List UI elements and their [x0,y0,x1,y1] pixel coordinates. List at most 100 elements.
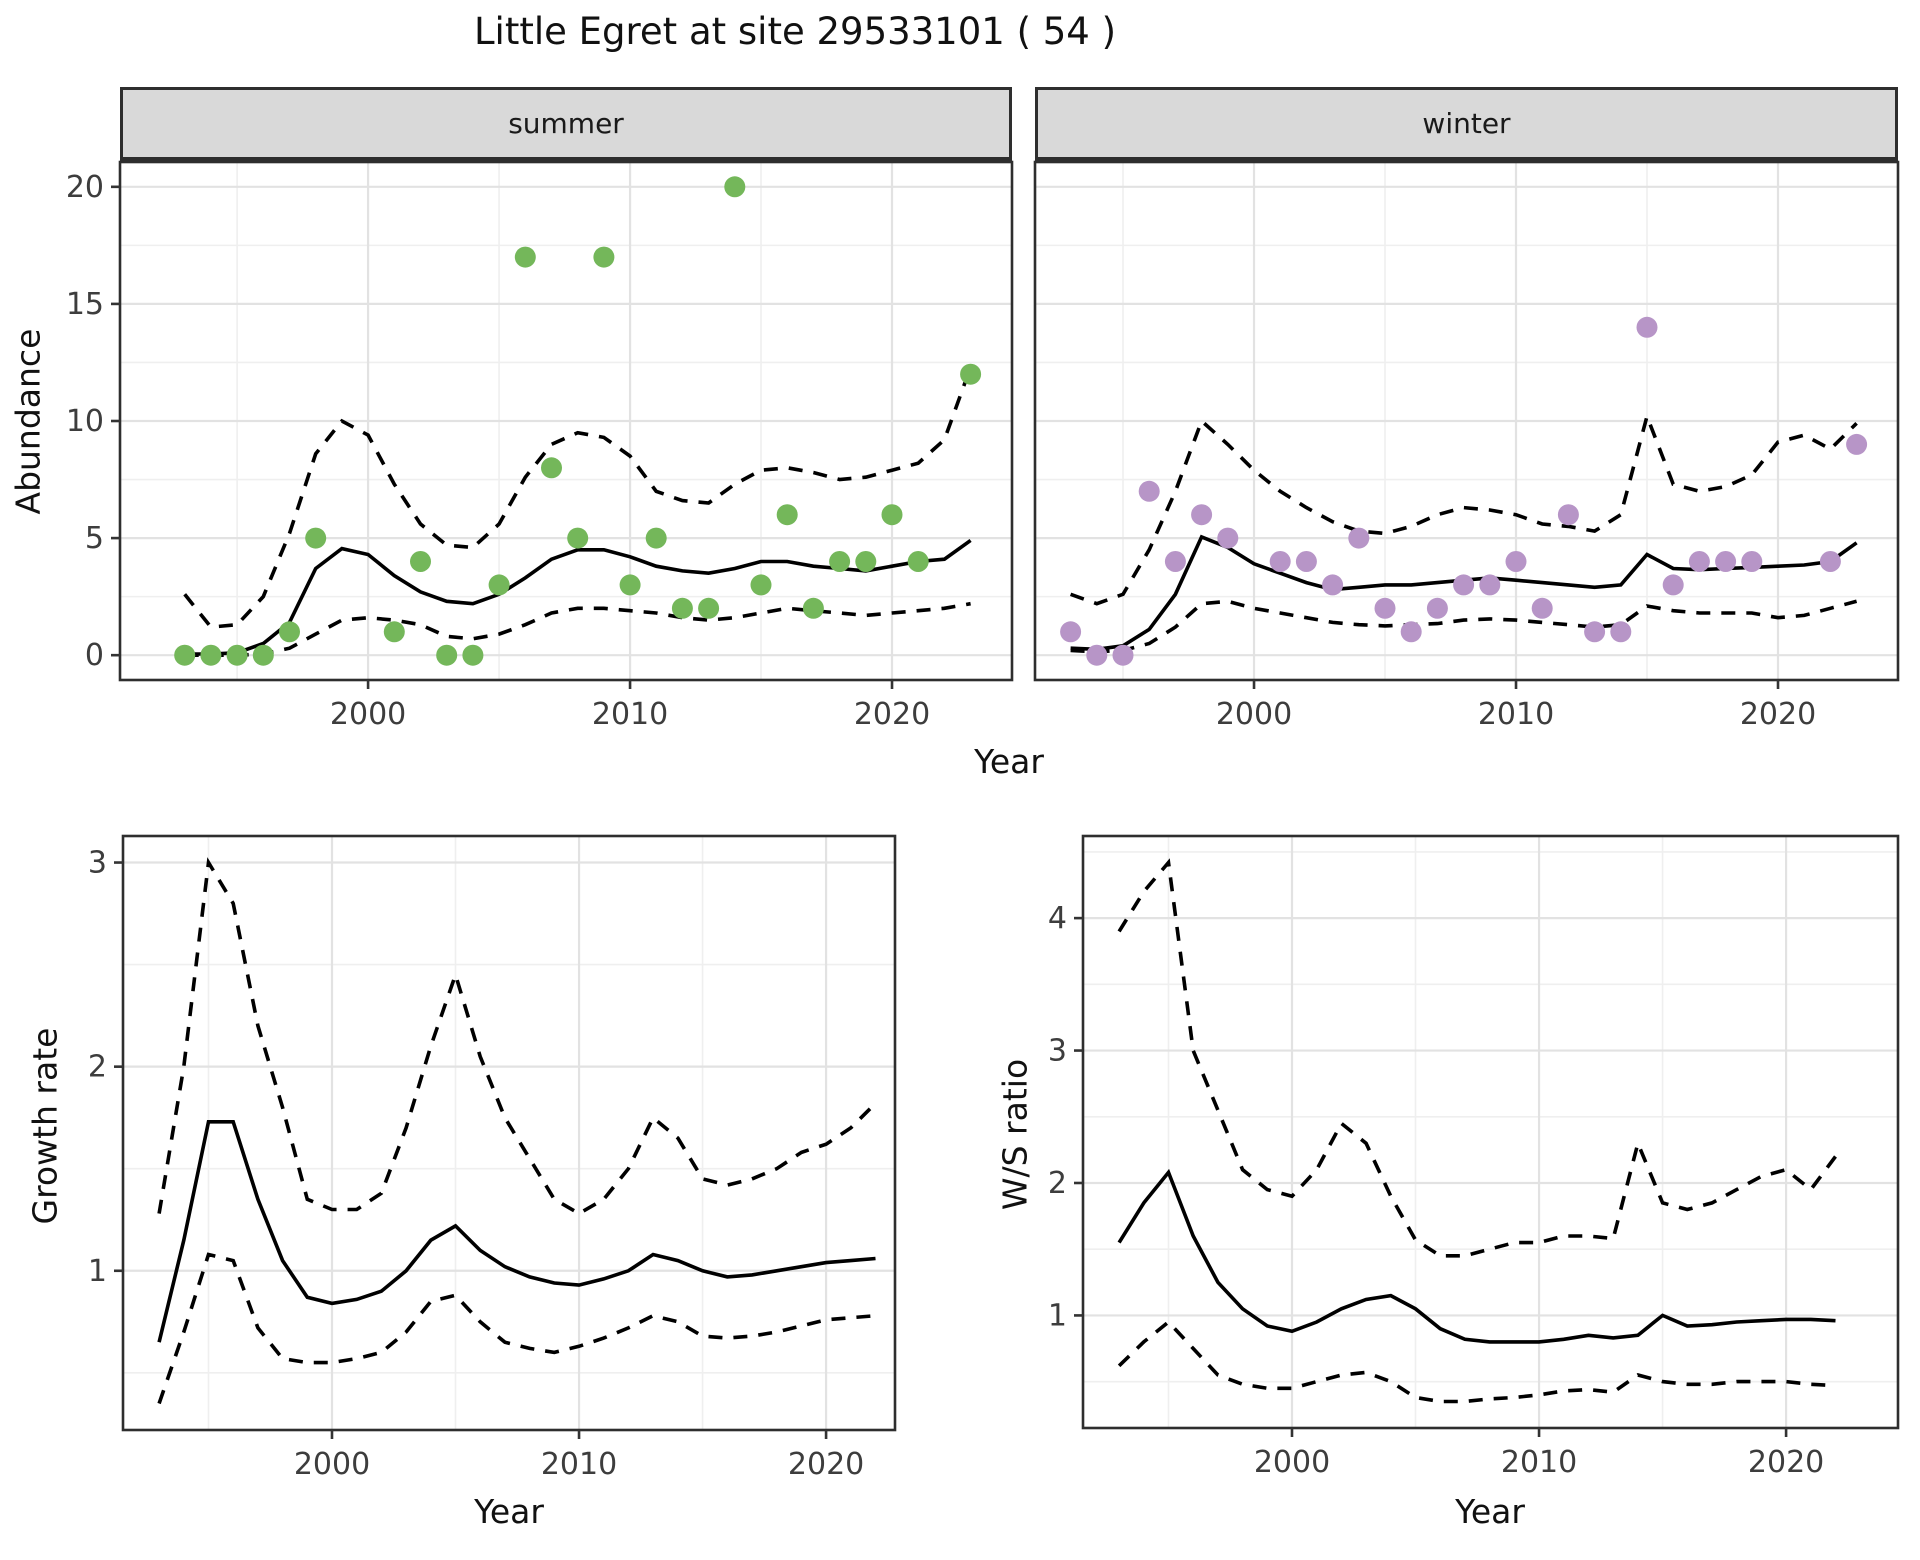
x-tick-label: 2010 [541,1447,617,1482]
y-tick-label: 1 [1048,1298,1067,1333]
data-point [829,551,851,572]
x-axis-label-year-ws: Year [1455,1492,1525,1531]
series-fitted [1117,1168,1836,1344]
data-point [802,597,824,619]
data-point [410,551,431,572]
x-tick-label: 2000 [1216,697,1292,732]
x-tick-label: 2000 [1254,1445,1330,1480]
data-point [305,527,327,549]
data-point [567,527,589,549]
y-tick-label: 5 [85,521,104,556]
facet-strip-summer: summer [120,87,1012,162]
data-point [174,644,196,666]
data-point [1610,621,1632,643]
panel-background [123,836,895,1430]
data-point [1688,551,1710,572]
x-tick-label: 2000 [294,1447,370,1482]
data-point [1269,551,1291,572]
data-point [1741,551,1763,572]
data-point [645,527,667,549]
data-point [619,574,641,596]
data-point [1322,574,1344,596]
data-point [1531,597,1553,619]
data-point [279,621,300,643]
data-point [1191,504,1213,526]
data-point [671,597,693,619]
series-upper-ci [1117,858,1837,1258]
x-tick-label: 2020 [1748,1445,1824,1480]
data-point [226,644,248,666]
data-point [1584,621,1606,643]
panel-background [1083,836,1898,1428]
data-point [436,644,458,666]
data-point [960,363,982,385]
data-point [383,621,405,643]
x-tick-label: 2010 [1478,697,1554,732]
x-axis-label-year-growth: Year [474,1492,544,1531]
x-tick-label: 2020 [788,1447,864,1482]
y-tick-label: 3 [88,846,107,881]
data-point [750,574,772,596]
series-lower-ci [1117,1319,1836,1404]
data-point [1453,574,1475,596]
data-point [462,644,484,666]
data-point [1846,433,1868,455]
data-point [776,504,798,526]
data-point [1348,527,1370,549]
data-point [200,644,222,666]
series-upper-ci [157,857,877,1216]
series-upper-ci [183,366,973,629]
data-point [1819,551,1841,572]
y-axis-label-abundance: Abundance [8,328,48,515]
data-point [1217,527,1239,549]
facet-strip-summer-label: summer [508,107,624,140]
y-tick-label: 2 [88,1050,107,1085]
series-lower-ci [184,601,971,657]
y-tick-label: 1 [88,1254,107,1289]
data-point [1086,644,1108,666]
data-point [541,457,562,479]
data-point [252,644,274,666]
panel-border [121,834,897,1432]
panel-border [1081,834,1900,1430]
y-tick-label: 3 [1048,1034,1067,1069]
data-point [1060,621,1082,643]
data-point [1138,480,1160,502]
panel-ws: 2000 2010 2020 1 2 3 4 [1048,834,1900,1480]
x-tick-label: 2020 [854,697,930,732]
data-point [1636,316,1658,338]
x-tick-label: 2010 [592,697,668,732]
data-point [1400,621,1422,643]
data-point [1557,504,1579,526]
data-point [1479,574,1501,596]
data-point [488,574,510,596]
data-point [514,246,536,268]
series-lower-ci [1070,599,1858,654]
y-tick-label: 0 [85,638,104,673]
facet-strip-winter-label: winter [1422,107,1511,140]
data-point [855,551,877,572]
data-point [907,551,929,572]
data-point [724,176,746,198]
data-point [1505,551,1527,572]
chart-title: Little Egret at site 29533101 ( 54 ) [473,10,1117,53]
panel-growth: 2000 2010 2020 1 2 3 [88,834,897,1482]
data-point [1112,644,1134,666]
y-tick-label: 20 [66,170,104,205]
data-point [881,504,903,526]
data-point [1374,597,1396,619]
y-tick-label: 15 [66,287,104,322]
data-point [593,246,615,268]
data-point [1295,551,1317,572]
data-point [1662,574,1684,596]
y-tick-label: 10 [66,404,104,439]
data-point [1164,551,1186,572]
x-tick-label: 2000 [330,697,406,732]
data-point [698,597,720,619]
y-tick-label: 4 [1048,901,1067,936]
panel-border [1033,160,1900,682]
data-point [1426,597,1448,619]
series-lower-ci [157,1252,876,1405]
panel-winter: 2000 2010 2020 [1033,160,1900,732]
